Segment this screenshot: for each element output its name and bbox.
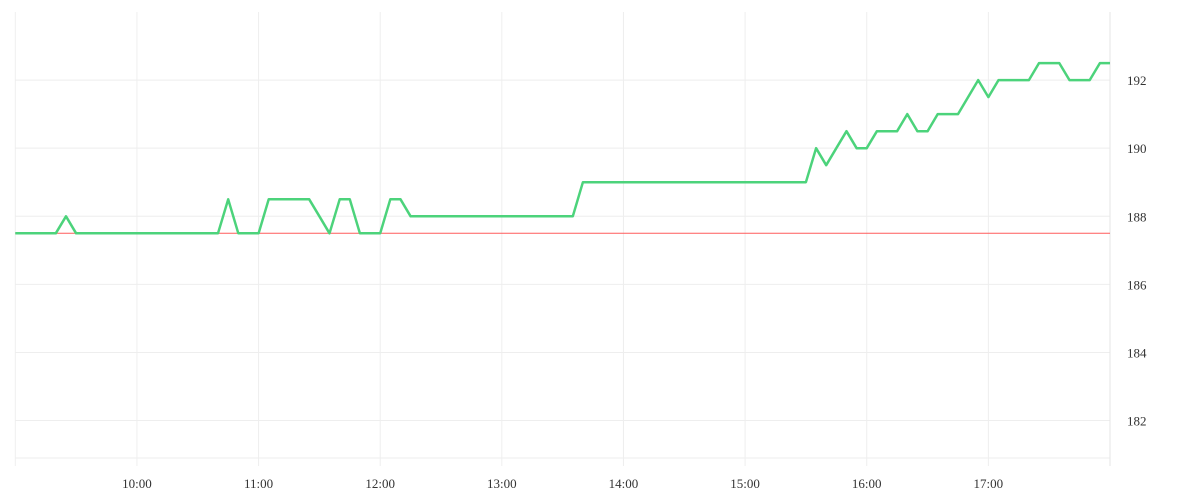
y-tick-label: 192 xyxy=(1127,73,1147,88)
series-group xyxy=(15,61,1110,235)
x-tick-label: 16:00 xyxy=(852,476,882,491)
x-axis: 10:00 11:00 12:00 13:00 14:00 15:00 16:00 17:00 xyxy=(122,476,1003,491)
grid xyxy=(14,12,1111,466)
y-tick-label: 184 xyxy=(1127,345,1147,360)
x-tick-label: 12:00 xyxy=(365,476,395,491)
x-tick-label: 14:00 xyxy=(609,476,639,491)
price-series-line xyxy=(15,61,1110,235)
y-tick-label: 182 xyxy=(1127,414,1147,429)
y-tick-label: 190 xyxy=(1127,141,1147,156)
x-tick-label: 13:00 xyxy=(487,476,517,491)
x-tick-label: 10:00 xyxy=(122,476,152,491)
x-tick-label: 15:00 xyxy=(730,476,760,491)
x-tick-label: 17:00 xyxy=(974,476,1004,491)
y-tick-label: 186 xyxy=(1127,277,1147,292)
y-axis: 182 184 186 188 190 192 xyxy=(1127,73,1147,428)
x-tick-label: 11:00 xyxy=(244,476,273,491)
y-tick-label: 188 xyxy=(1127,209,1147,224)
